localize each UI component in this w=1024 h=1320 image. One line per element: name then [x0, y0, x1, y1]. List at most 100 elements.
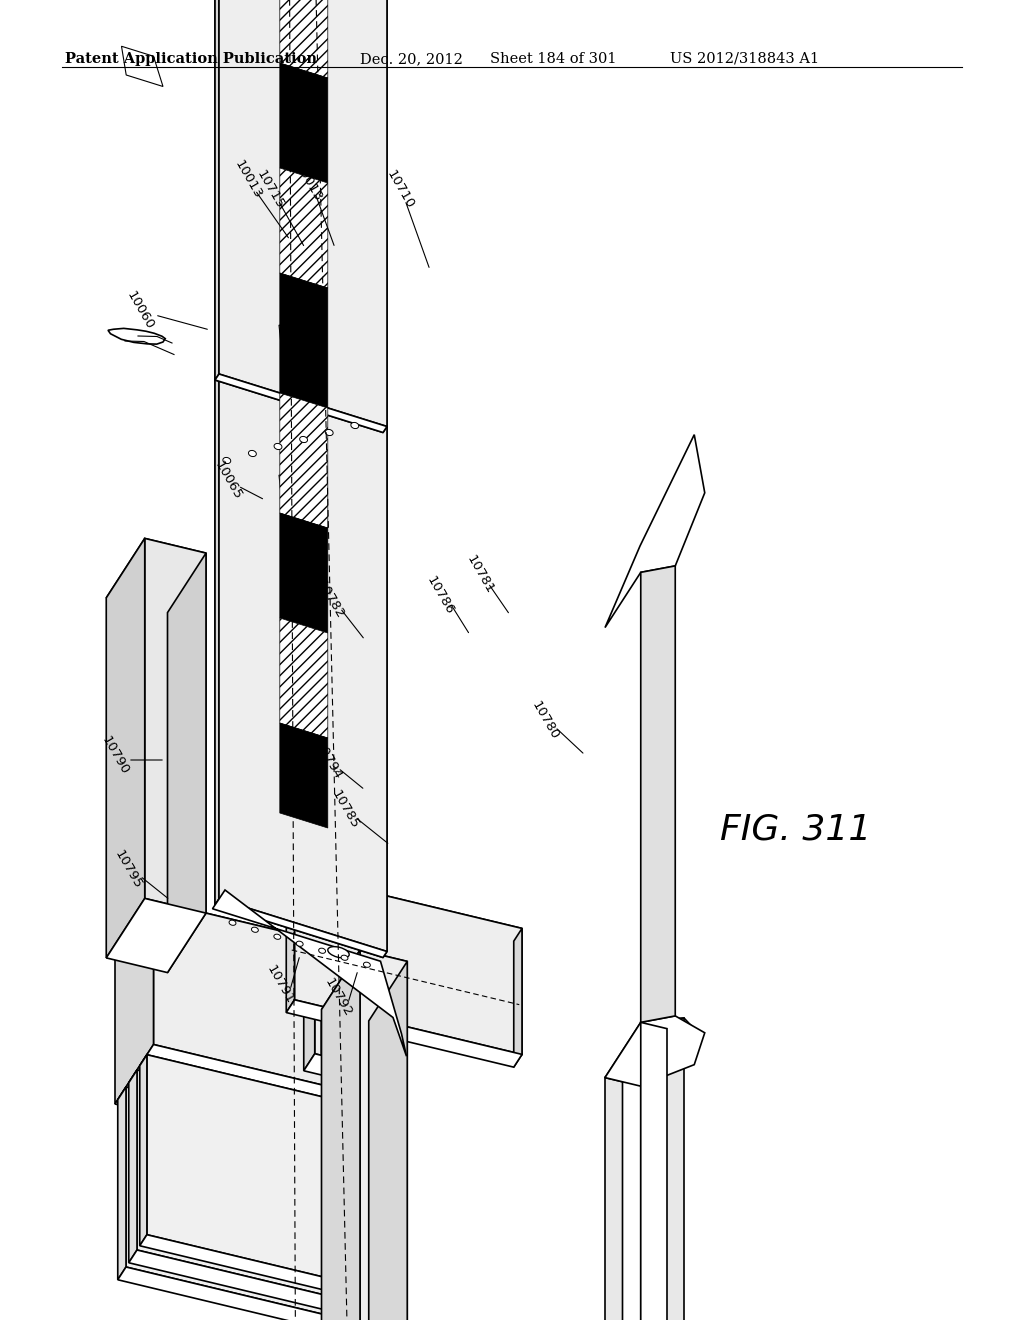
Polygon shape	[219, 0, 387, 426]
Polygon shape	[215, 380, 383, 957]
Text: 10710: 10710	[384, 169, 416, 211]
Polygon shape	[280, 618, 328, 738]
Polygon shape	[115, 1044, 381, 1159]
Polygon shape	[139, 1055, 146, 1246]
Polygon shape	[129, 1250, 365, 1317]
Polygon shape	[314, 964, 332, 1057]
Ellipse shape	[328, 946, 349, 958]
Polygon shape	[118, 1267, 353, 1320]
Polygon shape	[115, 900, 154, 1104]
Polygon shape	[304, 1053, 332, 1074]
Polygon shape	[369, 961, 408, 1320]
Text: Dec. 20, 2012: Dec. 20, 2012	[360, 51, 463, 66]
Polygon shape	[108, 329, 165, 345]
Polygon shape	[281, 314, 349, 352]
Polygon shape	[281, 585, 349, 623]
Polygon shape	[333, 327, 349, 623]
Polygon shape	[322, 950, 408, 1020]
Polygon shape	[345, 1142, 353, 1320]
Polygon shape	[292, 957, 344, 991]
Polygon shape	[280, 63, 328, 183]
Ellipse shape	[318, 948, 326, 953]
Polygon shape	[215, 374, 387, 433]
Text: 10780: 10780	[528, 698, 561, 742]
Polygon shape	[146, 1055, 375, 1290]
Text: 10013: 10013	[231, 158, 264, 202]
Polygon shape	[129, 1071, 137, 1263]
Polygon shape	[215, 899, 387, 957]
Ellipse shape	[274, 444, 282, 450]
Polygon shape	[287, 999, 522, 1067]
Polygon shape	[139, 1234, 375, 1300]
Polygon shape	[213, 890, 407, 1056]
Polygon shape	[215, 0, 383, 433]
Polygon shape	[280, 723, 328, 828]
Text: 10785: 10785	[329, 788, 361, 832]
Text: US 2012/318843 A1: US 2012/318843 A1	[670, 51, 819, 66]
Polygon shape	[139, 1055, 375, 1121]
Ellipse shape	[273, 935, 281, 940]
Ellipse shape	[326, 429, 333, 436]
Polygon shape	[287, 874, 295, 1012]
Ellipse shape	[229, 920, 236, 925]
Text: 10782: 10782	[313, 578, 346, 622]
Polygon shape	[280, 513, 328, 634]
Text: 10794: 10794	[312, 738, 344, 781]
Polygon shape	[144, 539, 206, 913]
Text: Sheet 184 of 301: Sheet 184 of 301	[490, 51, 616, 66]
Polygon shape	[106, 539, 144, 958]
Polygon shape	[309, 813, 344, 966]
Polygon shape	[215, 374, 387, 433]
Text: Patent Application Publication: Patent Application Publication	[65, 51, 317, 66]
Polygon shape	[137, 1071, 365, 1304]
Text: 10791: 10791	[264, 964, 296, 1007]
Ellipse shape	[296, 941, 303, 946]
Ellipse shape	[300, 437, 307, 442]
Polygon shape	[342, 956, 381, 1159]
Polygon shape	[281, 314, 297, 610]
Text: FIG. 311: FIG. 311	[720, 813, 871, 847]
Polygon shape	[215, 374, 219, 906]
Polygon shape	[605, 434, 705, 627]
Polygon shape	[280, 0, 328, 78]
Ellipse shape	[364, 962, 371, 968]
Polygon shape	[641, 1023, 667, 1320]
Polygon shape	[328, 822, 344, 991]
Polygon shape	[304, 964, 332, 985]
Ellipse shape	[252, 927, 258, 932]
Polygon shape	[292, 813, 309, 983]
Polygon shape	[115, 900, 381, 1015]
Polygon shape	[154, 900, 381, 1100]
Polygon shape	[287, 874, 522, 941]
Polygon shape	[383, 0, 387, 433]
Polygon shape	[215, 0, 219, 380]
Polygon shape	[383, 426, 387, 957]
Polygon shape	[280, 168, 328, 288]
Polygon shape	[605, 1077, 623, 1320]
Ellipse shape	[341, 956, 348, 961]
Text: 10013: 10013	[292, 161, 325, 205]
Polygon shape	[605, 1018, 702, 1082]
Polygon shape	[106, 539, 206, 612]
Polygon shape	[295, 874, 522, 1055]
Polygon shape	[356, 1125, 365, 1317]
Polygon shape	[126, 1086, 353, 1320]
Polygon shape	[279, 325, 323, 376]
Text: 10786: 10786	[424, 573, 456, 616]
Polygon shape	[297, 314, 349, 597]
Polygon shape	[122, 46, 163, 87]
Polygon shape	[322, 950, 360, 1320]
Polygon shape	[605, 1016, 705, 1086]
Polygon shape	[118, 1086, 353, 1155]
Polygon shape	[280, 393, 328, 528]
Polygon shape	[280, 273, 328, 408]
Polygon shape	[279, 475, 323, 527]
Polygon shape	[219, 374, 387, 952]
Polygon shape	[129, 1071, 365, 1138]
Ellipse shape	[223, 458, 230, 463]
Text: 10792: 10792	[322, 977, 354, 1019]
Text: 10781: 10781	[464, 553, 497, 597]
Text: 10060: 10060	[124, 289, 156, 331]
Polygon shape	[322, 968, 332, 1074]
Polygon shape	[118, 1086, 126, 1280]
